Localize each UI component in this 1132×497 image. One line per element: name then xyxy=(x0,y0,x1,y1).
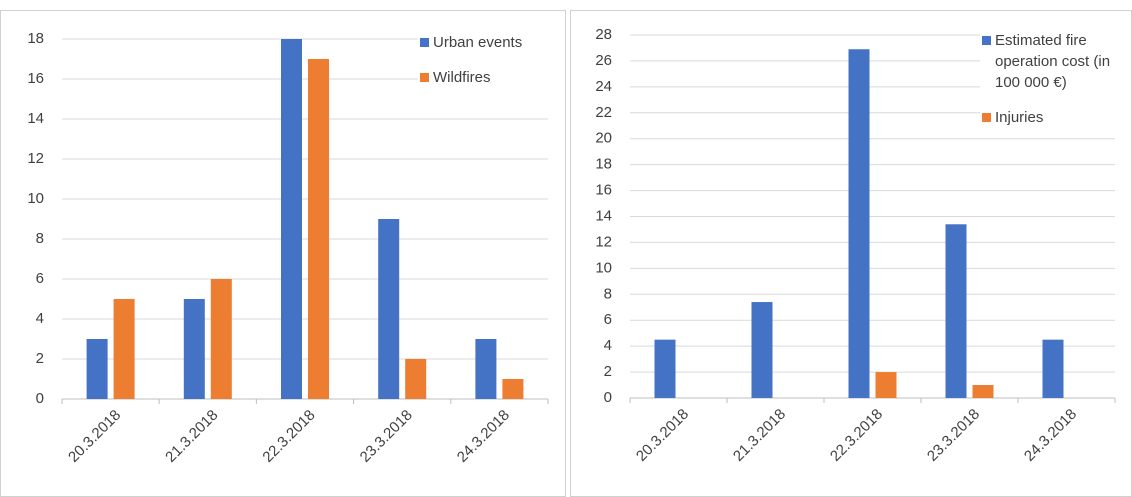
x-tick-label: 23.3.2018 xyxy=(357,407,416,466)
y-tick-label: 22 xyxy=(595,104,612,121)
y-tick-label: 8 xyxy=(604,285,612,302)
y-tick-label: 18 xyxy=(595,156,612,173)
legend-item: Injuries xyxy=(982,107,1128,128)
x-tick-label: 24.3.2018 xyxy=(1021,406,1080,465)
y-tick-label: 16 xyxy=(27,70,44,87)
y-tick-label: 2 xyxy=(604,363,612,380)
bar xyxy=(86,339,108,399)
bar xyxy=(210,279,232,399)
x-tick-label: 23.3.2018 xyxy=(924,406,983,465)
legend-box: Estimated fire operation cost (in 100 00… xyxy=(980,26,1130,132)
legend-item: Urban events xyxy=(420,32,561,53)
y-tick-label: 14 xyxy=(27,110,44,127)
y-tick-label: 18 xyxy=(27,30,44,47)
y-tick-label: 6 xyxy=(604,311,612,328)
x-tick-label: 22.3.2018 xyxy=(827,406,886,465)
y-tick-label: 6 xyxy=(36,270,44,287)
legend-label: Injuries xyxy=(995,109,1044,126)
x-tick-label: 24.3.2018 xyxy=(454,407,513,466)
legend-swatch xyxy=(982,113,991,122)
legend-label: Wildfires xyxy=(433,69,491,86)
bar xyxy=(378,219,400,399)
legend: Urban events Wildfires xyxy=(418,28,563,92)
bar xyxy=(945,224,967,398)
y-tick-label: 10 xyxy=(595,259,612,276)
y-tick-label: 14 xyxy=(595,207,612,224)
legend-swatch xyxy=(420,73,429,82)
y-tick-label: 8 xyxy=(36,230,44,247)
bar xyxy=(183,299,205,399)
y-tick-label: 16 xyxy=(595,182,612,199)
x-tick-label: 21.3.2018 xyxy=(730,406,789,465)
bar xyxy=(113,299,135,399)
bar xyxy=(848,49,870,399)
legend-item: Wildfires xyxy=(420,67,561,88)
y-tick-label: 4 xyxy=(36,310,44,327)
bar xyxy=(405,359,427,399)
legend-label: Urban events xyxy=(433,34,523,51)
bar xyxy=(751,302,773,398)
y-tick-label: 26 xyxy=(595,52,612,69)
bar xyxy=(502,379,524,399)
bar xyxy=(972,385,994,398)
y-tick-label: 0 xyxy=(36,390,44,407)
y-tick-label: 10 xyxy=(27,190,44,207)
x-tick-label: 20.3.2018 xyxy=(65,407,124,466)
bar xyxy=(875,372,897,398)
legend-label: Estimated fire operation cost (in 100 00… xyxy=(995,32,1111,91)
bar xyxy=(281,39,302,399)
y-tick-label: 12 xyxy=(595,233,612,250)
y-tick-label: 2 xyxy=(36,350,44,367)
bar xyxy=(475,339,497,399)
x-tick-label: 22.3.2018 xyxy=(259,407,318,466)
bar xyxy=(654,339,676,398)
y-tick-label: 24 xyxy=(595,78,612,95)
bar xyxy=(308,59,329,399)
legend-item: Estimated fire operation cost (in 100 00… xyxy=(982,30,1128,93)
legend-swatch xyxy=(982,36,991,45)
x-tick-label: 21.3.2018 xyxy=(162,407,221,466)
x-tick-label: 20.3.2018 xyxy=(633,406,692,465)
y-tick-label: 28 xyxy=(595,26,612,43)
y-tick-label: 12 xyxy=(27,150,44,167)
y-tick-label: 4 xyxy=(604,337,612,354)
y-tick-label: 0 xyxy=(604,389,612,406)
y-tick-label: 20 xyxy=(595,130,612,147)
chart: 0 2 4 6 8 10 12 14 16 18 20.3.2018 21.3.2018 22.3.20… xyxy=(0,10,566,497)
legend-swatch xyxy=(420,38,429,47)
legend: Estimated fire operation cost (in 100 00… xyxy=(980,26,1130,132)
bar xyxy=(1042,339,1064,398)
legend-box: Urban events Wildfires xyxy=(418,28,563,92)
